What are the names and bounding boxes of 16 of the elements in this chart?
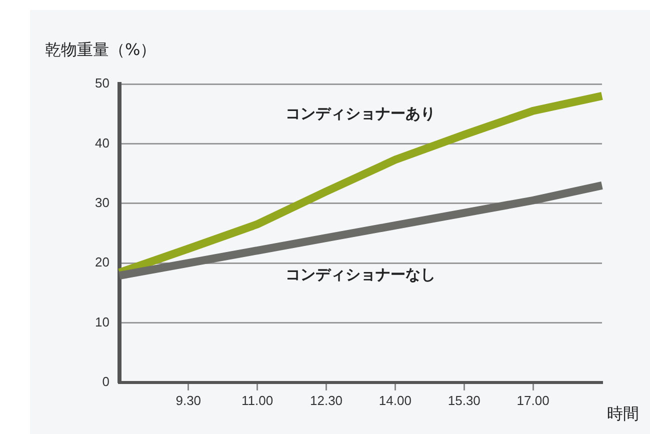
y-axis-title: 乾物重量（%）: [45, 40, 156, 61]
series-label: コンディショナーあり: [286, 104, 436, 123]
y-tick-label: 40: [94, 135, 110, 150]
x-tick-label: 12.30: [310, 392, 343, 408]
x-tick-label: 17.00: [516, 392, 550, 408]
x-tick-label: 11.00: [242, 392, 274, 408]
y-tick-label: 10: [94, 314, 110, 330]
series-label: コンディショナーなし: [286, 265, 436, 284]
x-tick-label: 9.30: [176, 392, 202, 408]
y-tick-label: 50: [94, 76, 110, 91]
x-axis-title: 時間: [607, 404, 639, 425]
y-tick-label: 20: [94, 254, 110, 270]
y-tick-label: 0: [102, 374, 110, 389]
y-tick-label: 30: [94, 194, 110, 210]
x-tick-label: 15.30: [448, 392, 480, 408]
x-tick-label: 14.00: [378, 392, 412, 408]
